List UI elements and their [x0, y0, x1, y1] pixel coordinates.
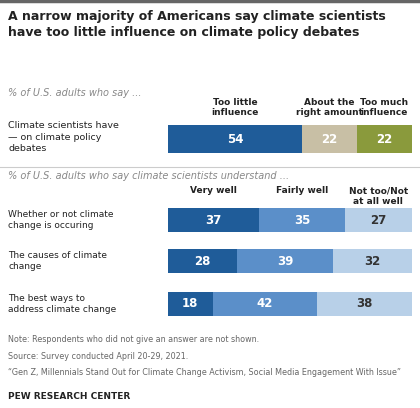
- Text: The best ways to
address climate change: The best ways to address climate change: [8, 294, 117, 314]
- Text: 42: 42: [257, 297, 273, 310]
- Text: Note: Respondents who did not give an answer are not shown.: Note: Respondents who did not give an an…: [8, 335, 260, 344]
- Text: 32: 32: [364, 255, 381, 268]
- Bar: [213, 292, 317, 316]
- Text: % of U.S. adults who say climate scientists understand ...: % of U.S. adults who say climate scienti…: [8, 171, 289, 182]
- Text: A narrow majority of Americans say climate scientists
have too little influence : A narrow majority of Americans say clima…: [8, 10, 386, 39]
- Text: Fairly well: Fairly well: [276, 186, 328, 195]
- Text: % of U.S. adults who say ...: % of U.S. adults who say ...: [8, 88, 142, 98]
- Text: 35: 35: [294, 214, 310, 227]
- Text: 18: 18: [182, 297, 199, 310]
- Text: Climate scientists have
— on climate policy
debates: Climate scientists have — on climate pol…: [8, 122, 119, 153]
- Text: Not too/Not
at all well: Not too/Not at all well: [349, 186, 408, 206]
- Text: Very well: Very well: [190, 186, 237, 195]
- Bar: [237, 249, 333, 273]
- Text: 38: 38: [356, 297, 373, 310]
- Text: 22: 22: [376, 133, 392, 146]
- Text: Source: Survey conducted April 20-29, 2021.: Source: Survey conducted April 20-29, 20…: [8, 352, 189, 361]
- Text: 39: 39: [277, 255, 293, 268]
- Bar: [333, 249, 412, 273]
- Text: 54: 54: [227, 133, 243, 146]
- Text: Too little
influence: Too little influence: [211, 98, 259, 118]
- Text: Whether or not climate
change is occuring: Whether or not climate change is occurin…: [8, 210, 114, 231]
- Bar: [345, 208, 412, 232]
- Text: Too much
influence: Too much influence: [360, 98, 408, 118]
- Text: 27: 27: [370, 214, 386, 227]
- Text: 37: 37: [205, 214, 222, 227]
- Text: 28: 28: [194, 255, 211, 268]
- Bar: [259, 208, 345, 232]
- Text: 22: 22: [321, 133, 338, 146]
- Bar: [168, 249, 237, 273]
- Text: About the
right amount: About the right amount: [296, 98, 363, 118]
- Bar: [168, 208, 259, 232]
- Text: PEW RESEARCH CENTER: PEW RESEARCH CENTER: [8, 392, 131, 401]
- Bar: [168, 292, 213, 316]
- Bar: [317, 292, 412, 316]
- Text: “Gen Z, Millennials Stand Out for Climate Change Activism, Social Media Engageme: “Gen Z, Millennials Stand Out for Climat…: [8, 368, 402, 377]
- Bar: [302, 125, 357, 153]
- Text: The causes of climate
change: The causes of climate change: [8, 251, 108, 271]
- Bar: [168, 125, 302, 153]
- Bar: [357, 125, 412, 153]
